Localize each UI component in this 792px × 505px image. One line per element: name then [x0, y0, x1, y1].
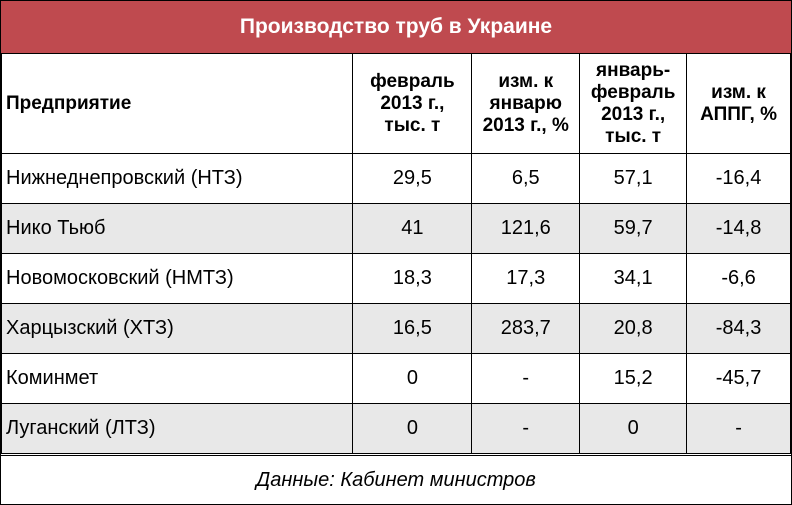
- header-february: февраль 2013 г., тыс. т: [352, 53, 473, 154]
- change-yoy-cell: -84,3: [686, 303, 791, 354]
- table-row: Новомосковский (НМТЗ) 18,3 17,3 34,1 -6,…: [0, 253, 791, 304]
- change-yoy-cell: -45,7: [686, 353, 791, 404]
- table-row: Луганский (ЛТЗ) 0 - 0 -: [0, 403, 791, 454]
- february-cell: 16,5: [352, 303, 473, 354]
- header-change-yoy-line1: изм. к: [711, 81, 766, 103]
- header-change-january-line1: изм. к: [498, 70, 554, 92]
- source-note: Данные: Кабинет министров: [1, 455, 791, 505]
- table-row: Нижнеднепровский (НТЗ) 29,5 6,5 57,1 -16…: [0, 153, 791, 204]
- company-cell: Нижнеднепровский (НТЗ): [0, 153, 354, 204]
- header-jan-feb: январь- февраль 2013 г., тыс. т: [579, 53, 688, 154]
- change-january-cell: -: [471, 403, 581, 454]
- header-change-january: изм. к январю 2013 г., %: [471, 53, 581, 154]
- february-cell: 0: [352, 403, 473, 454]
- header-february-line2: 2013 г.,: [380, 92, 445, 114]
- company-cell: Коминмет: [0, 353, 354, 404]
- jan-feb-cell: 57,1: [579, 153, 688, 204]
- change-yoy-cell: -16,4: [686, 153, 791, 204]
- production-table: Предприятие февраль 2013 г., тыс. т изм.…: [0, 53, 791, 454]
- february-cell: 18,3: [352, 253, 473, 304]
- table-row: Харцызский (ХТЗ) 16,5 283,7 20,8 -84,3: [0, 303, 791, 354]
- jan-feb-cell: 34,1: [579, 253, 688, 304]
- jan-feb-cell: 20,8: [579, 303, 688, 354]
- header-jan-feb-line2: февраль: [590, 81, 676, 103]
- change-january-cell: 121,6: [471, 203, 581, 254]
- header-change-january-line3: 2013 г., %: [482, 114, 569, 136]
- header-company: Предприятие: [0, 53, 354, 154]
- header-jan-feb-line1: январь-: [596, 59, 671, 81]
- header-change-january-line2: январю: [489, 92, 562, 114]
- company-cell: Харцызский (ХТЗ): [0, 303, 354, 354]
- table-row: Нико Тьюб 41 121,6 59,7 -14,8: [0, 203, 791, 254]
- header-february-line1: февраль: [370, 70, 455, 92]
- jan-feb-cell: 0: [579, 403, 688, 454]
- company-cell: Новомосковский (НМТЗ): [0, 253, 354, 304]
- change-january-cell: 6,5: [471, 153, 581, 204]
- table-row: Коминмет 0 - 15,2 -45,7: [0, 353, 791, 404]
- change-january-cell: -: [471, 353, 581, 404]
- jan-feb-cell: 15,2: [579, 353, 688, 404]
- february-cell: 0: [352, 353, 473, 404]
- header-february-line3: тыс. т: [384, 114, 441, 136]
- february-cell: 41: [352, 203, 473, 254]
- table-title: Производство труб в Украине: [1, 1, 791, 53]
- change-yoy-cell: -6,6: [686, 253, 791, 304]
- header-jan-feb-line3: 2013 г.,: [601, 103, 666, 125]
- header-row: Предприятие февраль 2013 г., тыс. т изм.…: [0, 53, 791, 154]
- change-yoy-cell: -: [686, 403, 791, 454]
- change-january-cell: 283,7: [471, 303, 581, 354]
- change-yoy-cell: -14,8: [686, 203, 791, 254]
- header-change-yoy-line2: АППГ, %: [700, 103, 777, 125]
- header-change-yoy: изм. к АППГ, %: [686, 53, 791, 154]
- february-cell: 29,5: [352, 153, 473, 204]
- header-jan-feb-line4: тыс. т: [605, 125, 662, 147]
- jan-feb-cell: 59,7: [579, 203, 688, 254]
- company-cell: Луганский (ЛТЗ): [0, 403, 354, 454]
- change-january-cell: 17,3: [471, 253, 581, 304]
- company-cell: Нико Тьюб: [0, 203, 354, 254]
